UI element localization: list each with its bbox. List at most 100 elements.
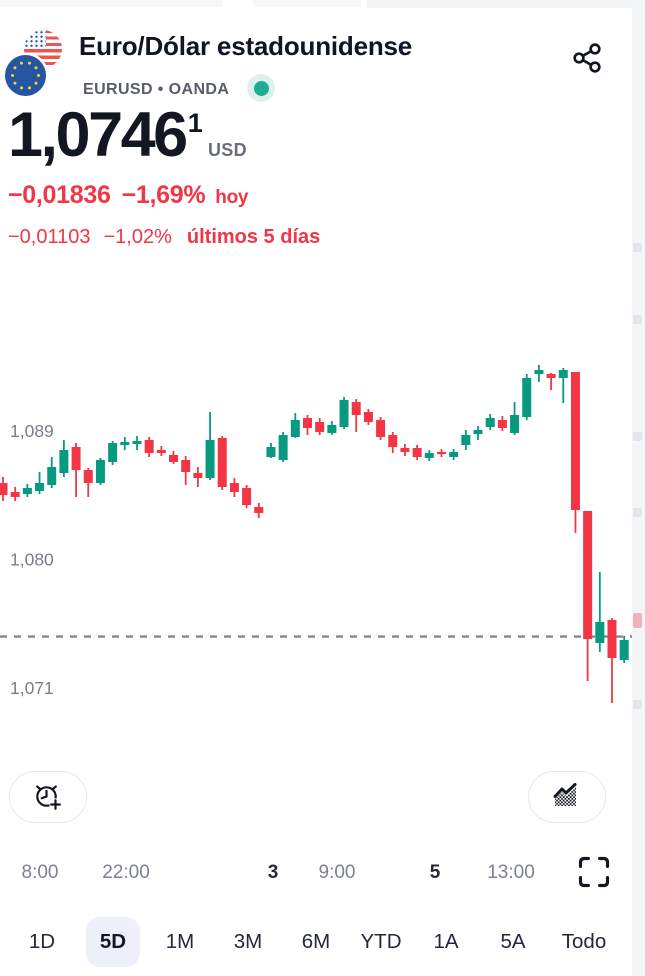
time-axis: 8:00 22:00 3 9:00 5 13:00 (0, 860, 632, 890)
candle-body (71, 447, 81, 470)
candle-body (351, 402, 361, 415)
y-axis-label: 1,080 (10, 550, 54, 570)
change-pct: −1,69% (121, 181, 206, 209)
candle-body (363, 412, 373, 422)
panel-chart-fragment (633, 613, 642, 628)
candle-body (546, 374, 556, 379)
price-extra-digit: 1 (187, 108, 203, 138)
panel-fragment (633, 700, 642, 709)
change-abs: −0,01836 (8, 181, 111, 209)
candle-body (193, 472, 203, 478)
candle-body (290, 420, 300, 437)
candle-body (327, 425, 337, 433)
candle-body (583, 510, 593, 639)
time-tick: 5 (429, 862, 441, 883)
range-tab-1m[interactable]: 1M (152, 917, 208, 967)
change-5d: −0,01103 −1,02% últimos 5 días (8, 226, 320, 249)
panel-fragment (633, 432, 642, 441)
time-tick: 3 (267, 862, 279, 883)
range-tab-1a[interactable]: 1A (419, 917, 472, 967)
candle-body (10, 491, 20, 497)
fullscreen-icon (576, 854, 612, 890)
range-tab-ytd[interactable]: YTD (347, 917, 416, 967)
candle-body (22, 487, 32, 494)
status-bar-remnant (367, 0, 645, 8)
candle-body (497, 420, 507, 428)
time-tick: 9:00 (318, 862, 356, 883)
candle-body (35, 482, 45, 491)
time-tick: 22:00 (102, 862, 150, 883)
candle-body (388, 435, 398, 447)
range-tab-3m[interactable]: 3M (220, 917, 276, 967)
status-bar-remnant (253, 0, 361, 7)
change-period-label: hoy (215, 187, 249, 208)
share-button[interactable] (564, 36, 610, 80)
eu-flag-icon (5, 55, 46, 96)
market-open-dot (253, 80, 269, 96)
range-tab-6m[interactable]: 6M (288, 917, 344, 967)
change-period-label: últimos 5 días (186, 226, 321, 248)
candle-body (619, 639, 629, 660)
candle-body (412, 448, 422, 457)
candle-body (0, 482, 8, 495)
candle-body (156, 450, 166, 453)
range-tab-1d[interactable]: 1D (15, 917, 69, 967)
candle-body (120, 442, 130, 445)
clipped-side-panel (632, 0, 645, 976)
time-tick: 8:00 (21, 862, 59, 883)
alert-add-icon (32, 781, 64, 813)
candle-body (461, 435, 471, 445)
change-today: −0,01836 −1,69% hoy (8, 181, 248, 210)
symbol-exchange-label: EURUSD • OANDA (83, 81, 230, 98)
candle-body (254, 506, 264, 513)
candle-body (424, 452, 434, 458)
candle-body (242, 487, 252, 505)
candle-body (534, 370, 544, 375)
candle-body (108, 443, 118, 462)
chart-style-button[interactable] (528, 771, 606, 823)
chart-style-icon (551, 781, 583, 813)
candle-body (339, 400, 349, 427)
panel-fragment (633, 243, 642, 252)
candle-body (473, 430, 483, 434)
candle-body (522, 378, 532, 417)
candle-body (315, 422, 325, 432)
candle-body (303, 418, 312, 428)
candle-body (217, 438, 227, 487)
candle-body (449, 451, 459, 457)
change-pct: −1,02% (103, 226, 172, 248)
range-tab-5d[interactable]: 5D (85, 917, 141, 967)
y-axis-label: 1,089 (10, 421, 54, 441)
candle-body (436, 451, 446, 454)
market-open-indicator (247, 74, 275, 102)
candle-body (132, 441, 142, 444)
candle-body (59, 450, 69, 473)
fullscreen-button[interactable] (573, 852, 615, 892)
candle-body (169, 454, 179, 462)
y-axis-label: 1,071 (10, 678, 54, 698)
candle-body (181, 459, 191, 472)
candle-body (595, 621, 605, 643)
range-tab-5a[interactable]: 5A (486, 917, 539, 967)
candle-body (266, 447, 276, 457)
candle-body (558, 370, 568, 379)
range-tabs: 1D 5D 1M 3M 6M YTD 1A 5A Todo (0, 914, 632, 970)
range-tab-todo[interactable]: Todo (548, 917, 620, 967)
candle-body (278, 435, 288, 460)
candle-body (47, 466, 57, 485)
candle-body (83, 469, 93, 483)
change-abs: −0,01103 (8, 226, 91, 248)
page-title: Euro/Dólar estadounidense (79, 31, 413, 61)
panel-fragment (633, 508, 642, 517)
last-price: 1,07461 (8, 100, 203, 170)
candle-body (95, 459, 105, 483)
add-alert-button[interactable] (9, 771, 87, 823)
currency-label: USD (208, 140, 247, 160)
status-bar-remnant (0, 0, 222, 7)
candle-body (205, 440, 215, 478)
candle-body (229, 482, 239, 492)
candlestick-chart[interactable]: 1,089 1,080 1,071 (0, 350, 645, 730)
candle-body (144, 440, 154, 453)
candle-body (376, 420, 386, 437)
